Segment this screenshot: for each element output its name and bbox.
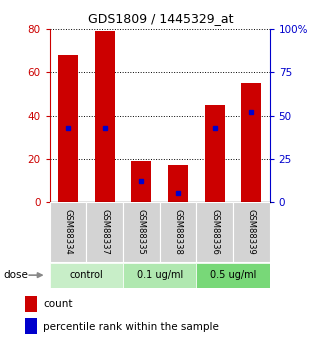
Text: GDS1809 / 1445329_at: GDS1809 / 1445329_at	[88, 12, 233, 25]
Bar	[50, 202, 86, 262]
Text: GSM88337: GSM88337	[100, 209, 109, 255]
Bar	[233, 202, 270, 262]
Text: GSM88338: GSM88338	[174, 209, 183, 255]
Bar	[50, 263, 123, 288]
Bar	[196, 202, 233, 262]
Text: dose: dose	[3, 270, 28, 280]
Bar	[25, 296, 37, 312]
Bar	[123, 202, 160, 262]
Bar	[86, 202, 123, 262]
Bar	[58, 55, 78, 202]
Text: 0.1 ug/ml: 0.1 ug/ml	[136, 270, 183, 280]
Bar	[160, 202, 196, 262]
Bar	[204, 105, 225, 202]
Text: 0.5 ug/ml: 0.5 ug/ml	[210, 270, 256, 280]
Bar	[241, 83, 261, 202]
Bar	[196, 263, 270, 288]
Text: GSM88335: GSM88335	[137, 209, 146, 255]
Text: count: count	[43, 299, 73, 309]
Bar	[95, 31, 115, 202]
Bar	[123, 263, 196, 288]
Text: percentile rank within the sample: percentile rank within the sample	[43, 322, 219, 332]
Bar	[25, 318, 37, 334]
Bar	[131, 161, 152, 202]
Bar	[168, 165, 188, 202]
Text: control: control	[70, 270, 103, 280]
Text: GSM88334: GSM88334	[64, 209, 73, 255]
Text: GSM88339: GSM88339	[247, 209, 256, 255]
Text: GSM88336: GSM88336	[210, 209, 219, 255]
